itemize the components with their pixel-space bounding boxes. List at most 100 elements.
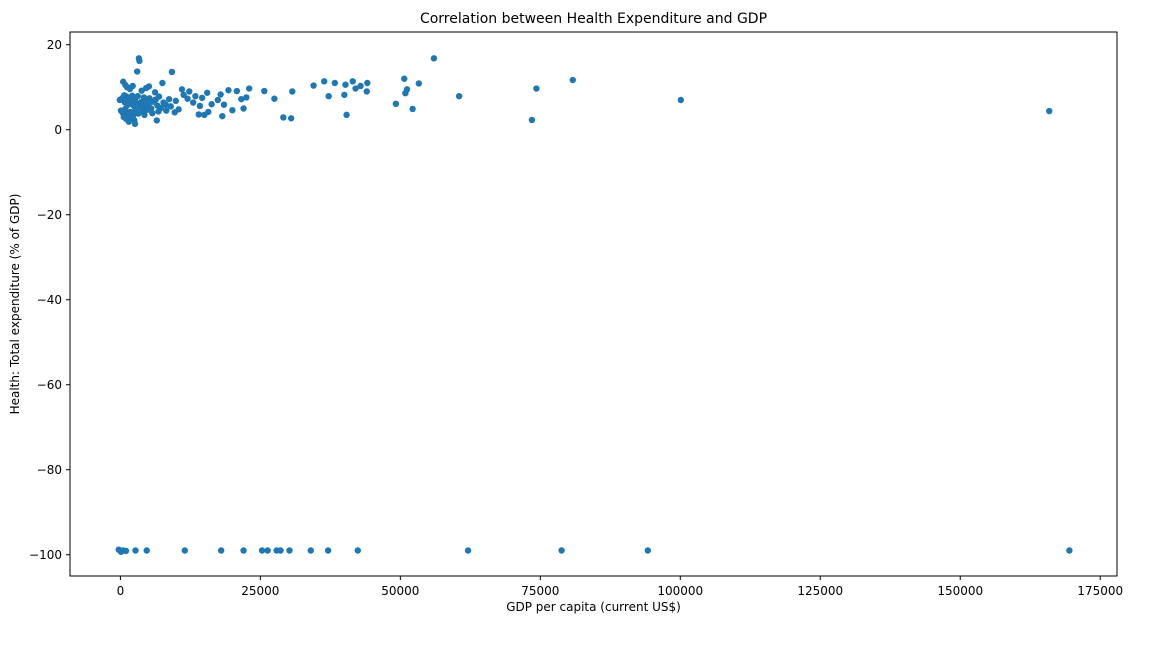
y-axis-label: Health: Total expenditure (% of GDP) bbox=[8, 194, 22, 415]
data-point bbox=[1046, 107, 1053, 115]
y-tick-label: −100 bbox=[29, 548, 62, 562]
data-point bbox=[287, 115, 295, 122]
data-point bbox=[201, 111, 208, 119]
data-point bbox=[198, 94, 206, 102]
data-point bbox=[167, 103, 174, 110]
x-tick-label: 125000 bbox=[797, 584, 843, 598]
data-point bbox=[136, 57, 143, 65]
data-point bbox=[528, 116, 536, 124]
data-point bbox=[132, 107, 139, 114]
data-point bbox=[271, 95, 278, 102]
data-point bbox=[144, 106, 151, 113]
y-tick-label: −20 bbox=[37, 208, 62, 222]
data-point bbox=[220, 101, 228, 108]
data-point bbox=[117, 107, 125, 114]
plot-area-frame bbox=[69, 31, 1118, 577]
data-point bbox=[155, 108, 162, 115]
data-point bbox=[310, 82, 317, 89]
chart-title: Correlation between Health Expenditure a… bbox=[420, 11, 767, 27]
data-point bbox=[132, 547, 139, 554]
y-tick-label: 20 bbox=[47, 38, 62, 52]
data-point bbox=[1066, 547, 1073, 554]
data-point bbox=[677, 96, 685, 104]
data-point bbox=[240, 547, 247, 554]
data-point bbox=[208, 101, 215, 108]
data-point bbox=[392, 100, 400, 108]
data-point bbox=[280, 114, 287, 121]
data-point bbox=[569, 76, 576, 84]
data-point bbox=[352, 85, 359, 92]
data-point bbox=[217, 547, 225, 554]
data-point bbox=[189, 99, 197, 106]
data-points bbox=[115, 55, 1073, 555]
data-point bbox=[264, 547, 271, 554]
data-point bbox=[162, 101, 169, 108]
data-point bbox=[116, 96, 124, 104]
data-point bbox=[409, 105, 416, 113]
data-point bbox=[342, 81, 349, 88]
data-point bbox=[455, 92, 463, 100]
data-point bbox=[214, 96, 222, 104]
data-point bbox=[289, 88, 296, 95]
data-point bbox=[195, 111, 202, 118]
data-point bbox=[151, 89, 159, 96]
data-point bbox=[178, 86, 186, 93]
data-point bbox=[644, 547, 652, 554]
data-point bbox=[243, 94, 250, 101]
data-point bbox=[320, 78, 328, 85]
data-point bbox=[192, 92, 199, 100]
y-tick-label: −40 bbox=[37, 293, 62, 307]
data-point bbox=[341, 91, 348, 99]
data-point bbox=[225, 87, 232, 94]
data-point bbox=[180, 91, 187, 99]
data-point bbox=[324, 547, 332, 554]
data-point bbox=[122, 547, 130, 555]
data-point bbox=[277, 547, 284, 554]
data-point bbox=[349, 78, 356, 85]
data-point bbox=[331, 79, 339, 87]
data-point bbox=[168, 68, 176, 76]
data-point bbox=[149, 109, 156, 117]
data-point bbox=[464, 547, 472, 554]
data-point bbox=[153, 117, 160, 124]
data-point bbox=[430, 55, 438, 62]
x-tick-label: 0 bbox=[117, 584, 125, 598]
y-axis: 20 0 −20 −40 −60 −80 −100 bbox=[29, 38, 70, 562]
data-point bbox=[343, 111, 350, 119]
x-tick-label: 75000 bbox=[521, 584, 559, 598]
data-point bbox=[143, 547, 150, 554]
x-tick-label: 50000 bbox=[381, 584, 419, 598]
data-point bbox=[196, 102, 204, 110]
data-point bbox=[261, 87, 268, 95]
data-point bbox=[401, 75, 408, 82]
y-tick-label: 0 bbox=[54, 123, 62, 137]
data-point bbox=[307, 547, 314, 554]
data-point bbox=[142, 84, 150, 92]
data-point bbox=[229, 107, 236, 114]
data-point bbox=[533, 85, 540, 92]
x-tick-label: 175000 bbox=[1077, 584, 1123, 598]
y-tick-label: −60 bbox=[37, 378, 62, 392]
data-point bbox=[203, 89, 211, 96]
x-tick-label: 150000 bbox=[937, 584, 983, 598]
data-point bbox=[238, 95, 245, 103]
y-tick-label: −80 bbox=[37, 463, 62, 477]
data-point bbox=[172, 97, 180, 105]
data-point bbox=[181, 547, 188, 554]
data-point bbox=[415, 80, 423, 87]
x-tick-label: 25000 bbox=[241, 584, 279, 598]
data-point bbox=[363, 88, 370, 95]
data-point bbox=[558, 547, 565, 554]
data-point bbox=[258, 547, 266, 554]
data-point bbox=[163, 107, 170, 114]
data-point bbox=[240, 105, 247, 112]
data-point bbox=[125, 118, 132, 125]
data-point bbox=[219, 112, 226, 120]
data-point bbox=[364, 79, 371, 87]
data-point bbox=[402, 90, 409, 97]
data-point bbox=[126, 85, 134, 93]
data-point bbox=[133, 68, 141, 75]
data-point bbox=[217, 91, 224, 98]
data-point bbox=[165, 95, 173, 103]
